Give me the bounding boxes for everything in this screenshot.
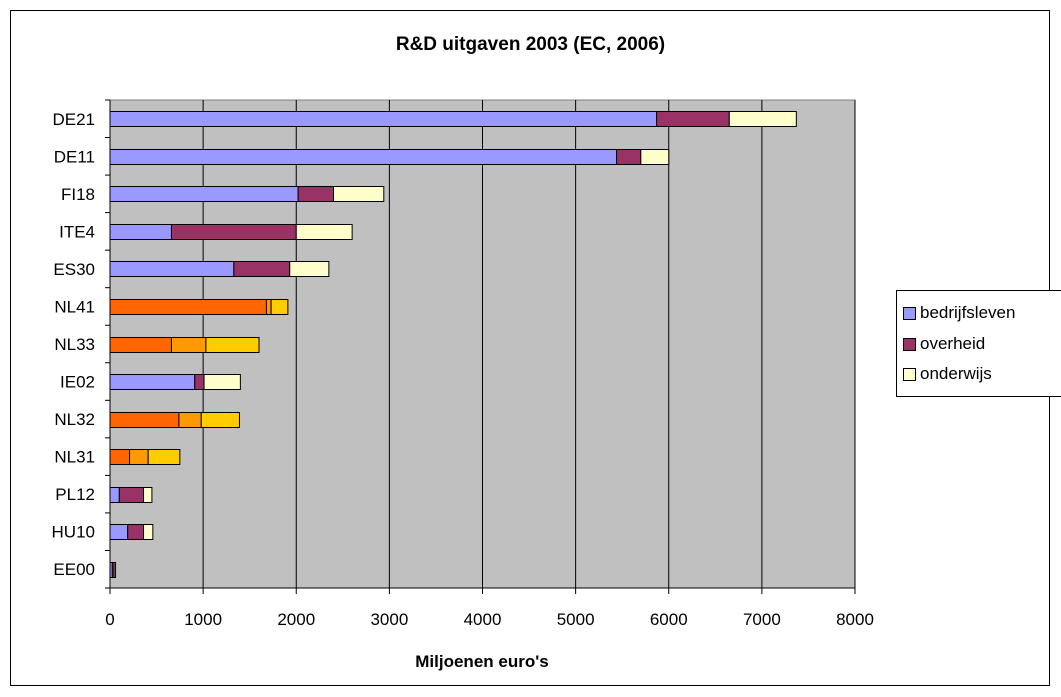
legend-swatch-onderwijs (903, 367, 916, 381)
bar-onderwijs-HU10 (143, 524, 154, 540)
bar-bedrijfsleven-NL31 (109, 449, 131, 465)
x-tick-label: 4000 (464, 610, 502, 629)
x-tick-label: 1000 (184, 610, 222, 629)
bar-overheid-HU10 (127, 524, 145, 540)
y-tick-label: EE00 (53, 560, 95, 579)
bar-bedrijfsleven-PL12 (109, 487, 120, 503)
bar-overheid-PL12 (118, 487, 145, 503)
y-tick-label: NL31 (54, 448, 95, 467)
y-tick-label: NL32 (54, 410, 95, 429)
bar-overheid-NL41 (265, 299, 272, 315)
legend-label-bedrijfsleven: bedrijfsleven (920, 303, 1016, 322)
bar-onderwijs-IE02 (203, 374, 241, 390)
x-tick-label: 2000 (277, 610, 315, 629)
x-tick-label: 3000 (370, 610, 408, 629)
y-tick-label: IE02 (60, 373, 95, 392)
x-axis-label: Miljoenen euro's (415, 652, 549, 671)
x-tick-label: 0 (105, 610, 114, 629)
bar-onderwijs-EE00 (113, 562, 117, 578)
y-tick-label: FI18 (61, 185, 95, 204)
legend-item-overheid: overheid (903, 334, 985, 354)
legend-swatch-bedrijfsleven (903, 306, 916, 320)
bar-overheid-ITE4 (170, 224, 297, 240)
bar-onderwijs-NL32 (200, 412, 240, 428)
legend-label-overheid: overheid (920, 334, 986, 353)
x-tick-label: 6000 (650, 610, 688, 629)
bar-overheid-DE11 (616, 149, 642, 165)
bar-bedrijfsleven-NL41 (109, 299, 267, 315)
legend: bedrijfsleven overheid onderwijs (896, 290, 1061, 397)
bar-bedrijfsleven-IE02 (109, 374, 196, 390)
y-tick-label: DE11 (54, 147, 95, 166)
bar-overheid-NL32 (178, 412, 202, 428)
x-tick-label: 8000 (836, 610, 874, 629)
bar-onderwijs-DE11 (640, 149, 670, 165)
bar-overheid-FI18 (297, 186, 334, 202)
bar-overheid-NL33 (170, 337, 207, 353)
bar-onderwijs-FI18 (333, 186, 385, 202)
bar-bedrijfsleven-NL33 (109, 337, 172, 353)
y-tick-label: PL12 (55, 485, 95, 504)
bar-bedrijfsleven-DE21 (109, 111, 658, 127)
bar-onderwijs-PL12 (143, 487, 153, 503)
bar-overheid-NL31 (129, 449, 149, 465)
y-tick-label: DE21 (52, 110, 95, 129)
x-tick-label: 7000 (743, 610, 781, 629)
x-tick-label: 5000 (557, 610, 595, 629)
bar-onderwijs-ES30 (289, 261, 330, 277)
bar-bedrijfsleven-HU10 (109, 524, 129, 540)
bar-bedrijfsleven-ITE4 (109, 224, 172, 240)
chart-title: R&D uitgaven 2003 (EC, 2006) (395, 34, 666, 55)
bar-overheid-DE21 (656, 111, 730, 127)
legend-swatch-overheid (903, 337, 916, 351)
bar-bedrijfsleven-ES30 (109, 261, 235, 277)
legend-item-bedrijfsleven: bedrijfsleven (903, 303, 1015, 323)
y-tick-label: NL41 (54, 297, 95, 316)
bar-onderwijs-ITE4 (295, 224, 353, 240)
bar-onderwijs-NL41 (270, 299, 289, 315)
y-tick-label: HU10 (52, 523, 95, 542)
y-tick-label: ES30 (53, 260, 95, 279)
bar-onderwijs-NL33 (205, 337, 260, 353)
bar-bedrijfsleven-FI18 (109, 186, 299, 202)
bar-bedrijfsleven-NL32 (109, 412, 180, 428)
bar-onderwijs-DE21 (728, 111, 797, 127)
legend-label-onderwijs: onderwijs (920, 364, 992, 383)
legend-item-onderwijs: onderwijs (903, 364, 992, 384)
y-tick-label: NL33 (54, 335, 95, 354)
bar-onderwijs-NL31 (147, 449, 181, 465)
bar-overheid-ES30 (233, 261, 291, 277)
bar-overheid-IE02 (194, 374, 205, 390)
y-tick-label: ITE4 (59, 222, 95, 241)
bar-bedrijfsleven-DE11 (109, 149, 618, 165)
